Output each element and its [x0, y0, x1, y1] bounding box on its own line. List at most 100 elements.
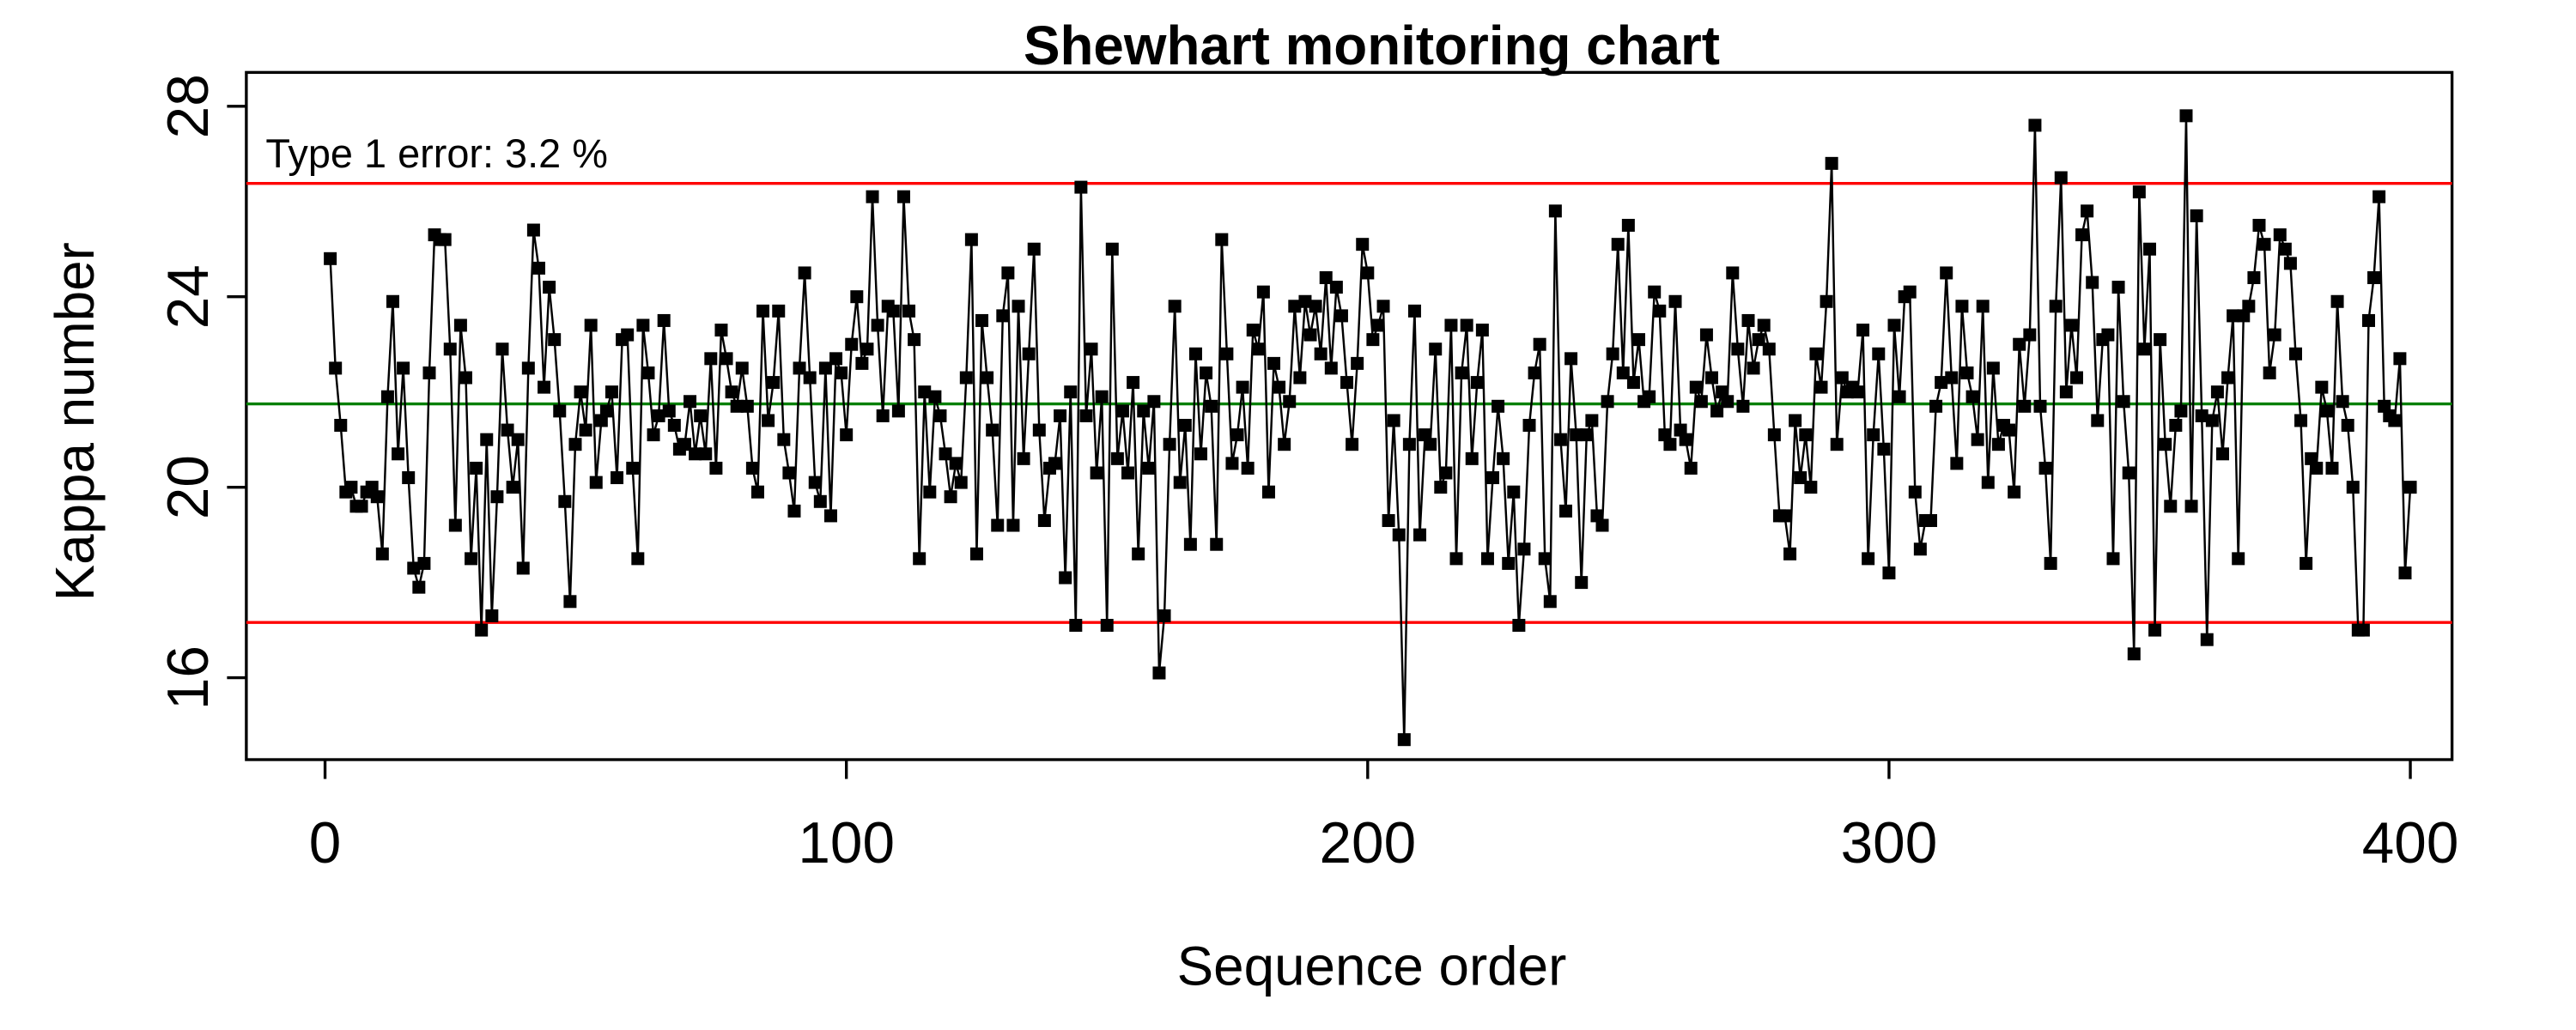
- data-point: [1434, 481, 1448, 494]
- data-point: [2330, 294, 2344, 308]
- data-point: [2075, 228, 2089, 242]
- data-point: [1632, 333, 1646, 347]
- data-point: [605, 385, 618, 399]
- data-point: [782, 466, 796, 480]
- data-point: [526, 223, 540, 237]
- data-point: [1064, 385, 1078, 399]
- data-point: [1278, 438, 1291, 451]
- data-point: [1188, 347, 1202, 360]
- data-point: [1095, 390, 1109, 403]
- data-point: [1006, 518, 1020, 532]
- data-point: [1747, 361, 1760, 375]
- data-point: [1273, 380, 1286, 394]
- data-point: [699, 447, 713, 461]
- data-point: [1731, 342, 1745, 356]
- data-point: [1820, 294, 1833, 308]
- data-point: [1741, 313, 1755, 327]
- data-point: [1757, 318, 1771, 332]
- data-point: [1351, 356, 1364, 370]
- data-point: [964, 233, 978, 246]
- data-point: [506, 481, 519, 494]
- data-point: [2221, 371, 2235, 385]
- data-point: [574, 385, 587, 399]
- data-point: [745, 461, 759, 475]
- data-point: [1194, 447, 1208, 461]
- data-point: [2069, 371, 2083, 385]
- data-point: [996, 309, 1010, 323]
- data-point: [1027, 242, 1041, 256]
- data-point: [1851, 385, 1865, 399]
- data-point: [2257, 238, 2271, 251]
- data-point: [2393, 352, 2407, 366]
- data-point: [334, 419, 348, 433]
- data-point: [1205, 399, 1218, 413]
- data-point: [2356, 623, 2370, 637]
- data-point: [2054, 171, 2068, 185]
- data-point: [1105, 242, 1119, 256]
- data-point: [375, 547, 389, 560]
- data-point: [969, 547, 983, 560]
- x-tick-label: 0: [309, 811, 342, 876]
- data-point: [986, 423, 999, 437]
- data-point: [1137, 404, 1151, 418]
- data-point: [2013, 337, 2026, 351]
- data-point: [730, 399, 744, 413]
- data-point: [1288, 300, 1302, 313]
- data-point: [1449, 552, 1463, 566]
- data-point: [2372, 190, 2386, 203]
- data-point: [324, 251, 337, 265]
- data-point: [667, 419, 681, 433]
- data-point: [1960, 366, 1974, 379]
- data-point: [1366, 333, 1380, 347]
- data-point: [959, 371, 973, 385]
- data-point: [2398, 566, 2412, 580]
- data-point: [1543, 595, 1557, 609]
- x-tick-label: 400: [2362, 811, 2459, 876]
- data-point: [1726, 266, 1740, 280]
- data-point: [886, 304, 900, 318]
- data-point: [1429, 342, 1443, 356]
- data-point: [756, 304, 770, 318]
- data-point: [1935, 376, 1948, 390]
- data-point: [1940, 266, 1953, 280]
- data-point: [1553, 433, 1567, 446]
- data-point: [1663, 438, 1677, 451]
- data-point: [2247, 271, 2261, 285]
- plot-area: Shewhart monitoring chart Sequence order…: [44, 15, 2459, 997]
- data-point: [1507, 485, 1521, 499]
- data-point: [1965, 390, 1979, 403]
- data-point: [1115, 404, 1129, 418]
- data-point: [939, 447, 952, 461]
- data-point: [1324, 361, 1338, 375]
- data-point: [1256, 285, 1270, 299]
- data-point: [2169, 419, 2183, 433]
- data-point: [2064, 318, 2078, 332]
- data-point: [1303, 328, 1317, 342]
- data-point: [1955, 300, 1969, 313]
- data-point: [611, 471, 624, 485]
- data-point: [1721, 395, 1735, 409]
- data-point: [750, 485, 764, 499]
- data-point: [1402, 438, 1416, 451]
- data-point: [2106, 552, 2120, 566]
- data-point: [1492, 399, 1505, 413]
- data-point: [1173, 476, 1187, 489]
- data-point: [1017, 451, 1030, 465]
- data-point: [647, 428, 660, 442]
- data-point: [1626, 376, 1640, 390]
- data-point: [1778, 509, 1792, 523]
- data-point: [641, 366, 655, 379]
- data-point: [652, 409, 665, 422]
- data-point: [1872, 347, 1886, 360]
- data-point: [589, 476, 603, 489]
- data-point: [2018, 399, 2032, 413]
- data-point: [2081, 204, 2094, 218]
- data-point: [720, 352, 733, 366]
- data-point: [2091, 414, 2105, 427]
- data-point: [2361, 313, 2375, 327]
- data-point: [1893, 390, 1906, 403]
- data-point: [1783, 547, 1797, 560]
- data-point: [2044, 556, 2057, 570]
- data-point: [1533, 337, 1546, 351]
- data-point: [2320, 404, 2334, 418]
